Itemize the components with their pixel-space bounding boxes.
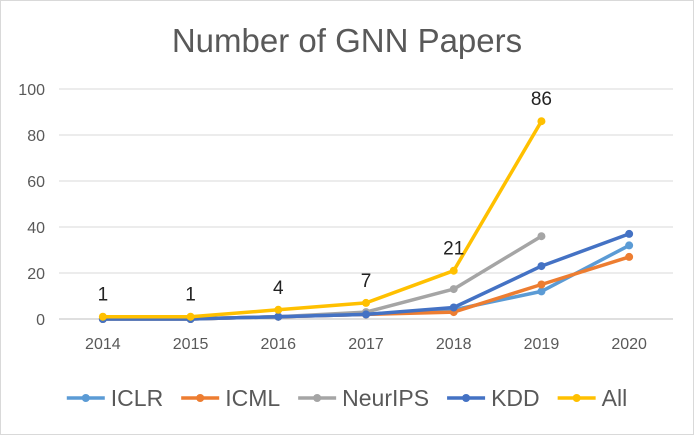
legend-label: ICLR bbox=[111, 385, 163, 411]
data-label: 4 bbox=[273, 278, 284, 299]
x-tick-label: 2020 bbox=[611, 336, 647, 353]
y-tick-label: 0 bbox=[36, 312, 45, 329]
legend: ICLR ICML NeurIPS KDD All bbox=[66, 385, 628, 411]
legend-item-all: All bbox=[557, 385, 628, 411]
x-tick-label: 2017 bbox=[348, 336, 384, 353]
data-point-all bbox=[449, 266, 458, 275]
legend-marker-dot bbox=[313, 394, 322, 402]
legend-marker-dot bbox=[462, 394, 471, 402]
legend-marker-dot bbox=[196, 394, 205, 402]
data-point-all bbox=[98, 312, 107, 321]
data-point-kdd bbox=[449, 303, 458, 312]
chart-title: Number of GNN Papers bbox=[172, 22, 522, 59]
y-tick-label: 80 bbox=[27, 128, 45, 145]
y-tick-label: 100 bbox=[18, 82, 45, 99]
x-tick-label: 2019 bbox=[524, 336, 560, 353]
legend-label: NeurIPS bbox=[342, 385, 429, 411]
legend-item-icml: ICML bbox=[181, 385, 280, 411]
data-labels: 1 1 4 7 21 86 bbox=[98, 89, 552, 306]
series-lines bbox=[98, 117, 634, 323]
legend-label: ICML bbox=[225, 385, 280, 411]
legend-label: KDD bbox=[491, 385, 540, 411]
y-tick-label: 60 bbox=[27, 174, 45, 191]
series-line-all bbox=[101, 119, 544, 319]
data-point-neurips bbox=[537, 232, 546, 241]
data-point-all bbox=[274, 305, 283, 314]
x-tick-label: 2014 bbox=[85, 336, 121, 353]
data-label: 1 bbox=[98, 285, 109, 306]
data-point-all bbox=[537, 117, 546, 126]
data-point-kdd bbox=[274, 312, 283, 321]
legend-marker-dot bbox=[572, 394, 581, 402]
data-point-all bbox=[186, 312, 195, 321]
data-point-kdd bbox=[625, 229, 634, 238]
data-point-kdd bbox=[362, 310, 370, 319]
data-label: 7 bbox=[361, 271, 372, 292]
legend-item-iclr: ICLR bbox=[66, 385, 163, 411]
data-point-iclr bbox=[625, 241, 634, 250]
data-point-iclr bbox=[537, 287, 546, 296]
y-tick-label: 20 bbox=[27, 266, 45, 283]
x-tick-label: 2016 bbox=[260, 336, 296, 353]
legend-item-kdd: KDD bbox=[447, 385, 540, 411]
data-point-icml bbox=[537, 280, 546, 289]
legend-item-neurips: NeurIPS bbox=[298, 385, 429, 411]
x-tick-label: 2015 bbox=[173, 336, 209, 353]
legend-label: All bbox=[602, 385, 628, 411]
data-point-icml bbox=[625, 252, 634, 261]
data-point-all bbox=[362, 298, 370, 307]
x-tick-label: 2018 bbox=[436, 336, 472, 353]
series-all bbox=[98, 117, 546, 321]
data-point-kdd bbox=[537, 262, 546, 271]
data-point-neurips bbox=[449, 285, 458, 294]
data-label: 86 bbox=[531, 89, 552, 110]
legend-marker-dot bbox=[81, 394, 90, 402]
y-tick-label: 40 bbox=[27, 220, 45, 237]
data-label: 1 bbox=[185, 285, 196, 306]
x-axis-ticks: 2014 2015 2016 2017 2018 2019 2020 bbox=[85, 336, 647, 353]
gridlines bbox=[59, 88, 673, 320]
data-label: 21 bbox=[443, 239, 464, 260]
series-neurips bbox=[98, 232, 546, 323]
y-axis-ticks: 0 20 40 60 80 100 bbox=[18, 82, 45, 329]
